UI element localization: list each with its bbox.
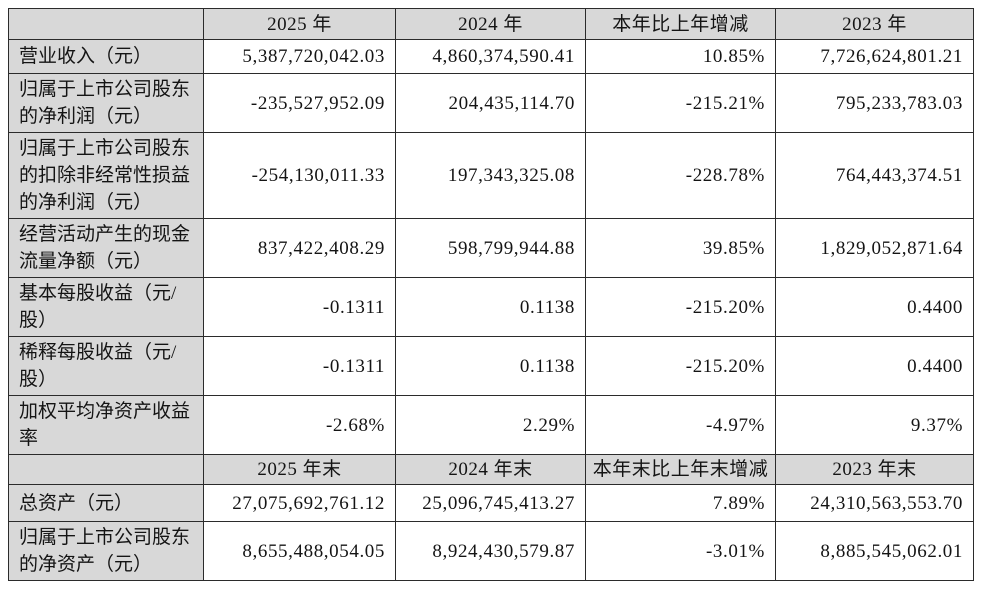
row-label: 总资产（元） <box>8 484 204 522</box>
row-label: 归属于上市公司股东的净利润（元） <box>8 73 204 133</box>
header-2025: 2025 年 <box>203 8 396 40</box>
row-basic-eps: 基本每股收益（元/股） -0.1311 0.1138 -215.20% 0.44… <box>8 277 974 337</box>
value-2025: 837,422,408.29 <box>203 218 396 278</box>
value-2025: 27,075,692,761.12 <box>203 484 396 522</box>
value-2024: 4,860,374,590.41 <box>395 39 586 74</box>
value-2023: 8,885,545,062.01 <box>775 521 974 581</box>
value-2025: 8,655,488,054.05 <box>203 521 396 581</box>
value-2024: 197,343,325.08 <box>395 132 586 219</box>
value-2023: 795,233,783.03 <box>775 73 974 133</box>
value-2024: 204,435,114.70 <box>395 73 586 133</box>
value-2025: -254,130,011.33 <box>203 132 396 219</box>
header-yoy-change: 本年比上年增减 <box>585 8 776 40</box>
row-net-cash-flow-operating: 经营活动产生的现金流量净额（元） 837,422,408.29 598,799,… <box>8 218 974 278</box>
value-2025: -0.1311 <box>203 336 396 396</box>
financial-summary-table: 2025 年 2024 年 本年比上年增减 2023 年 营业收入（元） 5,3… <box>8 8 974 581</box>
end-of-period-header-row: 2025 年末 2024 年末 本年末比上年末增减 2023 年末 <box>8 454 974 485</box>
value-2023: 9.37% <box>775 395 974 455</box>
header-2024: 2024 年 <box>395 8 586 40</box>
value-2023: 1,829,052,871.64 <box>775 218 974 278</box>
header-eop-change: 本年末比上年末增减 <box>585 454 776 485</box>
header-2025-eop: 2025 年末 <box>203 454 396 485</box>
value-2023: 0.4400 <box>775 336 974 396</box>
value-2024: 598,799,944.88 <box>395 218 586 278</box>
value-2023: 764,443,374.51 <box>775 132 974 219</box>
value-2023: 24,310,563,553.70 <box>775 484 974 522</box>
value-yoy-change: -228.78% <box>585 132 776 219</box>
row-label: 归属于上市公司股东的扣除非经常性损益的净利润（元） <box>8 132 204 219</box>
period-header-row: 2025 年 2024 年 本年比上年增减 2023 年 <box>8 8 974 40</box>
value-2025: -235,527,952.09 <box>203 73 396 133</box>
row-label: 归属于上市公司股东的净资产（元） <box>8 521 204 581</box>
row-weighted-avg-roe: 加权平均净资产收益率 -2.68% 2.29% -4.97% 9.37% <box>8 395 974 455</box>
row-diluted-eps: 稀释每股收益（元/股） -0.1311 0.1138 -215.20% 0.44… <box>8 336 974 396</box>
value-2024: 2.29% <box>395 395 586 455</box>
value-yoy-change: -4.97% <box>585 395 776 455</box>
value-yoy-change: 7.89% <box>585 484 776 522</box>
row-net-profit-deducting-non-recurring: 归属于上市公司股东的扣除非经常性损益的净利润（元） -254,130,011.3… <box>8 132 974 219</box>
value-yoy-change: 39.85% <box>585 218 776 278</box>
row-label: 营业收入（元） <box>8 39 204 74</box>
value-2024: 0.1138 <box>395 336 586 396</box>
value-yoy-change: 10.85% <box>585 39 776 74</box>
row-label: 稀释每股收益（元/股） <box>8 336 204 396</box>
value-yoy-change: -215.21% <box>585 73 776 133</box>
value-yoy-change: -3.01% <box>585 521 776 581</box>
header-blank <box>8 8 204 40</box>
value-yoy-change: -215.20% <box>585 336 776 396</box>
row-total-assets: 总资产（元） 27,075,692,761.12 25,096,745,413.… <box>8 484 974 522</box>
row-net-assets-attributable: 归属于上市公司股东的净资产（元） 8,655,488,054.05 8,924,… <box>8 521 974 581</box>
value-2025: -0.1311 <box>203 277 396 337</box>
row-label: 基本每股收益（元/股） <box>8 277 204 337</box>
row-operating-revenue: 营业收入（元） 5,387,720,042.03 4,860,374,590.4… <box>8 39 974 74</box>
value-2025: -2.68% <box>203 395 396 455</box>
value-2024: 25,096,745,413.27 <box>395 484 586 522</box>
value-2024: 8,924,430,579.87 <box>395 521 586 581</box>
header-2024-eop: 2024 年末 <box>395 454 586 485</box>
value-2023: 7,726,624,801.21 <box>775 39 974 74</box>
value-yoy-change: -215.20% <box>585 277 776 337</box>
row-label: 加权平均净资产收益率 <box>8 395 204 455</box>
header-2023: 2023 年 <box>775 8 974 40</box>
row-label: 经营活动产生的现金流量净额（元） <box>8 218 204 278</box>
header-blank <box>8 454 204 485</box>
header-2023-eop: 2023 年末 <box>775 454 974 485</box>
row-net-profit-attributable: 归属于上市公司股东的净利润（元） -235,527,952.09 204,435… <box>8 73 974 133</box>
value-2024: 0.1138 <box>395 277 586 337</box>
value-2023: 0.4400 <box>775 277 974 337</box>
value-2025: 5,387,720,042.03 <box>203 39 396 74</box>
